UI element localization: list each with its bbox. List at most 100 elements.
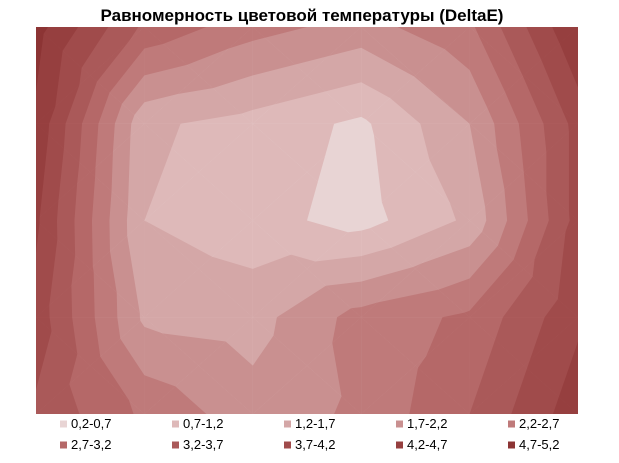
contour-cell xyxy=(36,220,40,253)
contour-cell xyxy=(252,335,307,414)
legend-label: 4,7-5,2 xyxy=(519,437,559,452)
contour-cell xyxy=(36,217,40,221)
contour-cell xyxy=(90,235,140,314)
contour-cell xyxy=(568,123,578,132)
contour-cell xyxy=(390,75,470,124)
contour-cell xyxy=(252,123,307,221)
legend-label: 4,2-4,7 xyxy=(407,437,447,452)
contour-cell xyxy=(36,384,80,414)
legend-label: 2,2-2,7 xyxy=(519,416,559,431)
legend-label: 3,2-3,7 xyxy=(183,437,223,452)
legend-swatch xyxy=(508,441,515,449)
contour-cell xyxy=(36,200,59,221)
contour-cell xyxy=(496,147,524,190)
contour-cell xyxy=(36,123,50,135)
contour-cell xyxy=(252,220,349,269)
contour-cell xyxy=(144,220,253,269)
contour-cell xyxy=(228,27,253,49)
contour-cell xyxy=(523,172,578,221)
contour-cell xyxy=(558,341,578,414)
legend-swatch xyxy=(284,441,291,449)
legend-swatch xyxy=(60,420,67,428)
contour-cell xyxy=(144,75,242,124)
legend-label: 2,7-3,2 xyxy=(71,437,111,452)
contour-cell xyxy=(464,310,470,318)
contour-cell xyxy=(351,307,362,318)
contour-cell xyxy=(429,123,470,221)
plot-area xyxy=(36,27,578,414)
contour-cell xyxy=(252,254,307,318)
contour-cell xyxy=(568,123,578,221)
legend-item: 0,7-1,2 xyxy=(172,416,223,431)
contour-cell xyxy=(252,27,265,41)
contour-cell xyxy=(36,106,56,124)
contour-cell xyxy=(413,263,422,269)
contour-cell xyxy=(36,27,63,124)
contour-cell xyxy=(36,220,40,224)
legend-label: 1,7-2,2 xyxy=(407,416,447,431)
contour-cell xyxy=(144,375,176,414)
contour-cell xyxy=(90,338,145,414)
contour-cell xyxy=(36,27,49,34)
contour-cell xyxy=(36,317,52,332)
contour-cell xyxy=(90,356,129,401)
contour-cell xyxy=(36,27,79,51)
contour-cell xyxy=(90,251,117,293)
contour-cell xyxy=(252,27,307,38)
contour-cell xyxy=(529,317,578,361)
legend-label: 0,2-0,7 xyxy=(71,416,111,431)
contour-cell xyxy=(307,156,326,182)
contour-cell xyxy=(90,151,113,192)
contour-cell xyxy=(361,289,470,318)
contour-cell xyxy=(274,75,326,105)
contour-cell xyxy=(332,317,362,344)
contour-cell xyxy=(417,317,470,414)
legend-swatch xyxy=(172,441,179,449)
contour-cell xyxy=(36,220,76,256)
contour-cell xyxy=(478,34,524,93)
contour-cell xyxy=(36,123,49,221)
contour-cell xyxy=(469,123,524,207)
contour-cell xyxy=(438,278,470,318)
contour-cell xyxy=(198,123,253,221)
contour-cell xyxy=(449,202,470,221)
legend-swatch xyxy=(396,441,403,449)
legend-item: 4,2-4,7 xyxy=(396,437,447,452)
legend-item: 4,7-5,2 xyxy=(508,437,559,452)
contour-cell xyxy=(557,220,578,318)
contour-cell xyxy=(559,27,578,88)
contour-cell xyxy=(552,396,578,414)
contour-cell xyxy=(36,305,50,318)
contour-cell xyxy=(444,27,470,70)
legend-item: 2,7-3,2 xyxy=(60,437,111,452)
contour-cell xyxy=(397,27,470,50)
contour-cell xyxy=(252,27,362,65)
contour-cell xyxy=(36,220,58,318)
legend-item: 1,2-1,7 xyxy=(284,416,335,431)
contour-cell xyxy=(252,172,318,221)
legend-label: 1,2-1,7 xyxy=(295,416,335,431)
contour-cell xyxy=(252,75,356,124)
legend-swatch xyxy=(396,420,403,428)
contour-cell xyxy=(144,220,199,318)
contour-cell xyxy=(544,299,578,318)
contour-cell xyxy=(144,172,253,221)
contour-cell xyxy=(252,27,295,76)
contour-cell xyxy=(144,123,181,148)
contour-band-4,7-5,2 xyxy=(36,27,49,92)
contour-cell xyxy=(90,167,96,177)
contour-band-4,2-4,7 xyxy=(36,27,578,414)
legend-label: 3,7-4,2 xyxy=(295,437,335,452)
contour-cell xyxy=(420,123,470,160)
legend-swatch xyxy=(172,420,179,428)
contour-cell xyxy=(328,27,362,57)
chart-title: Равномерность цветовой температуры (Delt… xyxy=(101,6,504,25)
contour-cell xyxy=(337,308,362,318)
legend-item: 3,2-3,7 xyxy=(172,437,223,452)
contour-cell xyxy=(334,396,362,414)
contour-cell xyxy=(144,220,213,269)
contour-cell xyxy=(561,109,578,124)
contour-cell xyxy=(361,302,378,318)
contour-cell xyxy=(276,285,362,318)
